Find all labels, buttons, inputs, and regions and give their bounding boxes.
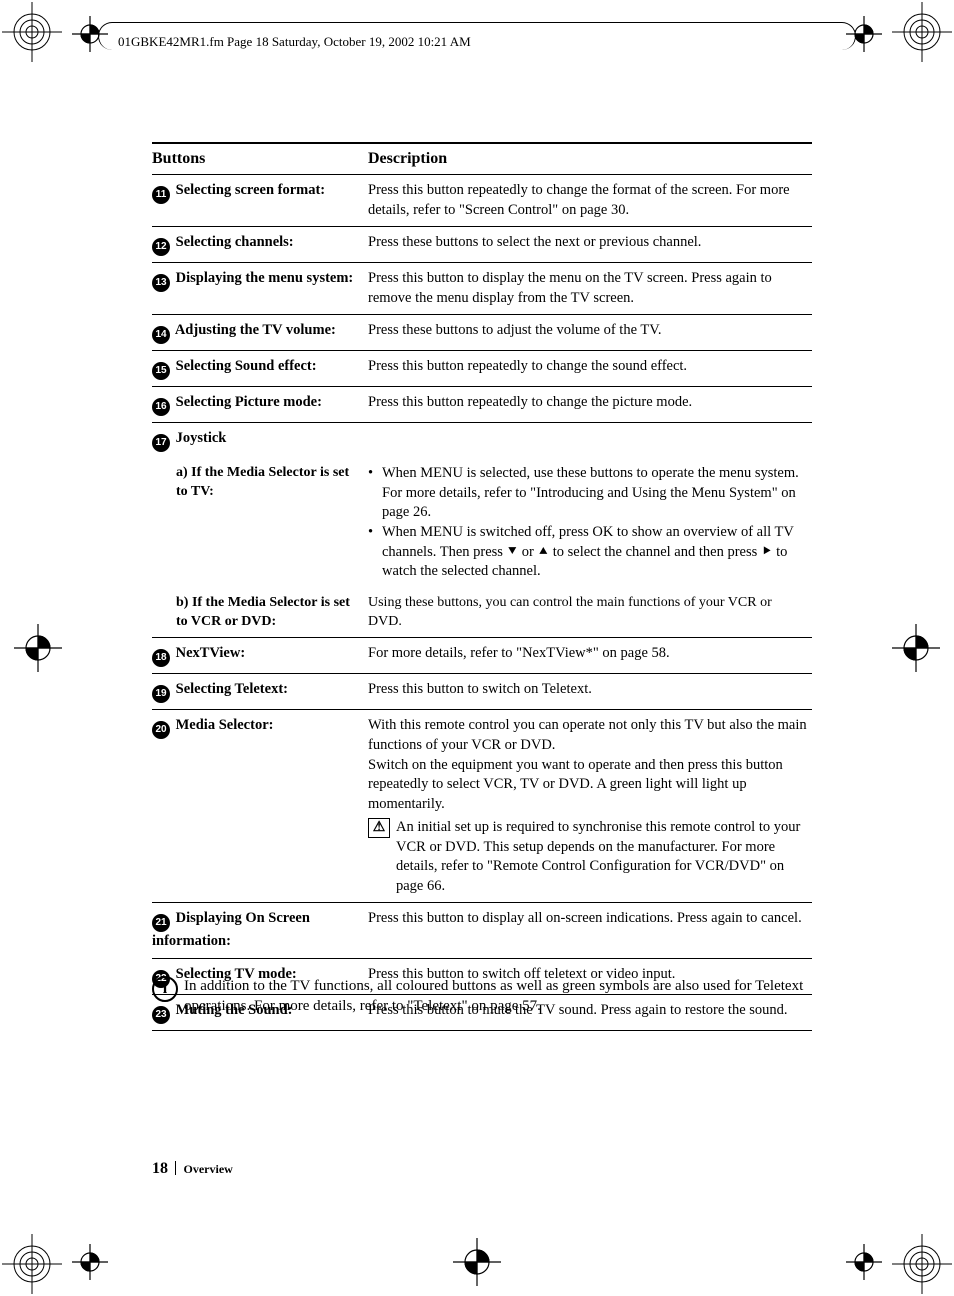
reg-mark-bot-small-r	[846, 1244, 882, 1280]
row-title: Displaying the menu system:	[176, 270, 354, 286]
row-title: Selecting Teletext:	[176, 681, 288, 697]
table-row: 18 NexTView: For more details, refer to …	[152, 638, 812, 674]
num-icon: 17	[152, 434, 170, 452]
row-desc: Press this button to display the menu on…	[368, 263, 812, 315]
bullet: When MENU is switched off, press OK to s…	[368, 523, 808, 582]
reg-mark-bot-small-l	[72, 1244, 108, 1280]
num-icon: 16	[152, 398, 170, 416]
row-desc: Press these buttons to adjust the volume…	[368, 315, 812, 351]
media-desc2: Switch on the equipment you want to oper…	[368, 756, 808, 815]
num-icon: 20	[152, 721, 170, 739]
num-icon: 13	[152, 274, 170, 292]
row-desc: Press this button repeatedly to change t…	[368, 351, 812, 387]
joystick-b-desc: Using these buttons, you can control the…	[368, 588, 812, 638]
joystick-a-label: a) If the Media Selector is set to TV:	[152, 464, 360, 502]
row-title: Media Selector:	[176, 717, 274, 733]
num-icon: 11	[152, 186, 170, 204]
reg-mark-tr	[892, 2, 952, 62]
table-row: 20 Media Selector: With this remote cont…	[152, 710, 812, 903]
num-icon: 14	[152, 326, 170, 344]
th-buttons: Buttons	[152, 143, 368, 175]
reg-mark-tl	[2, 2, 62, 62]
row-title: Selecting Picture mode:	[176, 394, 322, 410]
section-name: Overview	[184, 1162, 233, 1176]
row-desc: Press this button repeatedly to change t…	[368, 387, 812, 423]
reg-mark-bottom	[453, 1238, 501, 1286]
footnote: i In addition to the TV functions, all c…	[152, 976, 812, 1017]
table-row: 14 Adjusting the TV volume: Press these …	[152, 315, 812, 351]
table-row: 16 Selecting Picture mode: Press this bu…	[152, 387, 812, 423]
table-row: 12 Selecting channels: Press these butto…	[152, 227, 812, 263]
media-note: An initial set up is required to synchro…	[396, 818, 808, 896]
table-row: 21 Displaying On Screen information: Pre…	[152, 903, 812, 959]
row-desc: Press these buttons to select the next o…	[368, 227, 812, 263]
footnote-text: In addition to the TV functions, all col…	[184, 976, 812, 1017]
row-desc: For more details, refer to "NexTView*" o…	[368, 638, 812, 674]
reg-mark-br	[892, 1234, 952, 1294]
warning-icon: ⚠	[368, 818, 390, 838]
table-row: a) If the Media Selector is set to TV: W…	[152, 458, 812, 587]
table-row: 15 Selecting Sound effect: Press this bu…	[152, 351, 812, 387]
row-desc: Press this button to switch on Teletext.	[368, 674, 812, 710]
info-icon: i	[152, 976, 178, 1002]
table-row: 17 Joystick	[152, 423, 812, 459]
header-meta: 01GBKE42MR1.fm Page 18 Saturday, October…	[118, 34, 471, 50]
row-desc: Press this button repeatedly to change t…	[368, 175, 812, 227]
row-title: Joystick	[176, 430, 227, 446]
reg-mark-bl	[2, 1234, 62, 1294]
page-number: 18	[152, 1160, 168, 1177]
content: Buttons Description 11 Selecting screen …	[152, 142, 812, 1031]
page-footer: 18 Overview	[152, 1160, 233, 1178]
th-description: Description	[368, 143, 812, 175]
reg-mark-right	[892, 624, 940, 672]
table-row: 13 Displaying the menu system: Press thi…	[152, 263, 812, 315]
num-icon: 18	[152, 649, 170, 667]
table-row: 11 Selecting screen format: Press this b…	[152, 175, 812, 227]
table-row: 19 Selecting Teletext: Press this button…	[152, 674, 812, 710]
row-title: Selecting Sound effect:	[176, 358, 317, 374]
table-row: b) If the Media Selector is set to VCR o…	[152, 588, 812, 638]
reg-mark-left	[14, 624, 62, 672]
buttons-table: Buttons Description 11 Selecting screen …	[152, 142, 812, 1031]
row-title: NexTView:	[176, 645, 246, 661]
num-icon: 19	[152, 685, 170, 703]
row-title: Displaying On Screen information:	[152, 910, 310, 949]
bullet: When MENU is selected, use these buttons…	[368, 464, 808, 523]
row-title: Selecting screen format:	[176, 182, 326, 198]
num-icon: 12	[152, 238, 170, 256]
media-desc1: With this remote control you can operate…	[368, 716, 808, 755]
row-desc: Press this button to display all on-scre…	[368, 903, 812, 959]
row-title: Adjusting the TV volume:	[175, 322, 336, 338]
media-desc: With this remote control you can operate…	[368, 710, 812, 903]
num-icon: 15	[152, 362, 170, 380]
row-title: Selecting channels:	[176, 234, 294, 250]
joystick-a-bullets: When MENU is selected, use these buttons…	[368, 464, 808, 581]
num-icon: 21	[152, 914, 170, 932]
joystick-b-label: b) If the Media Selector is set to VCR o…	[152, 594, 360, 632]
